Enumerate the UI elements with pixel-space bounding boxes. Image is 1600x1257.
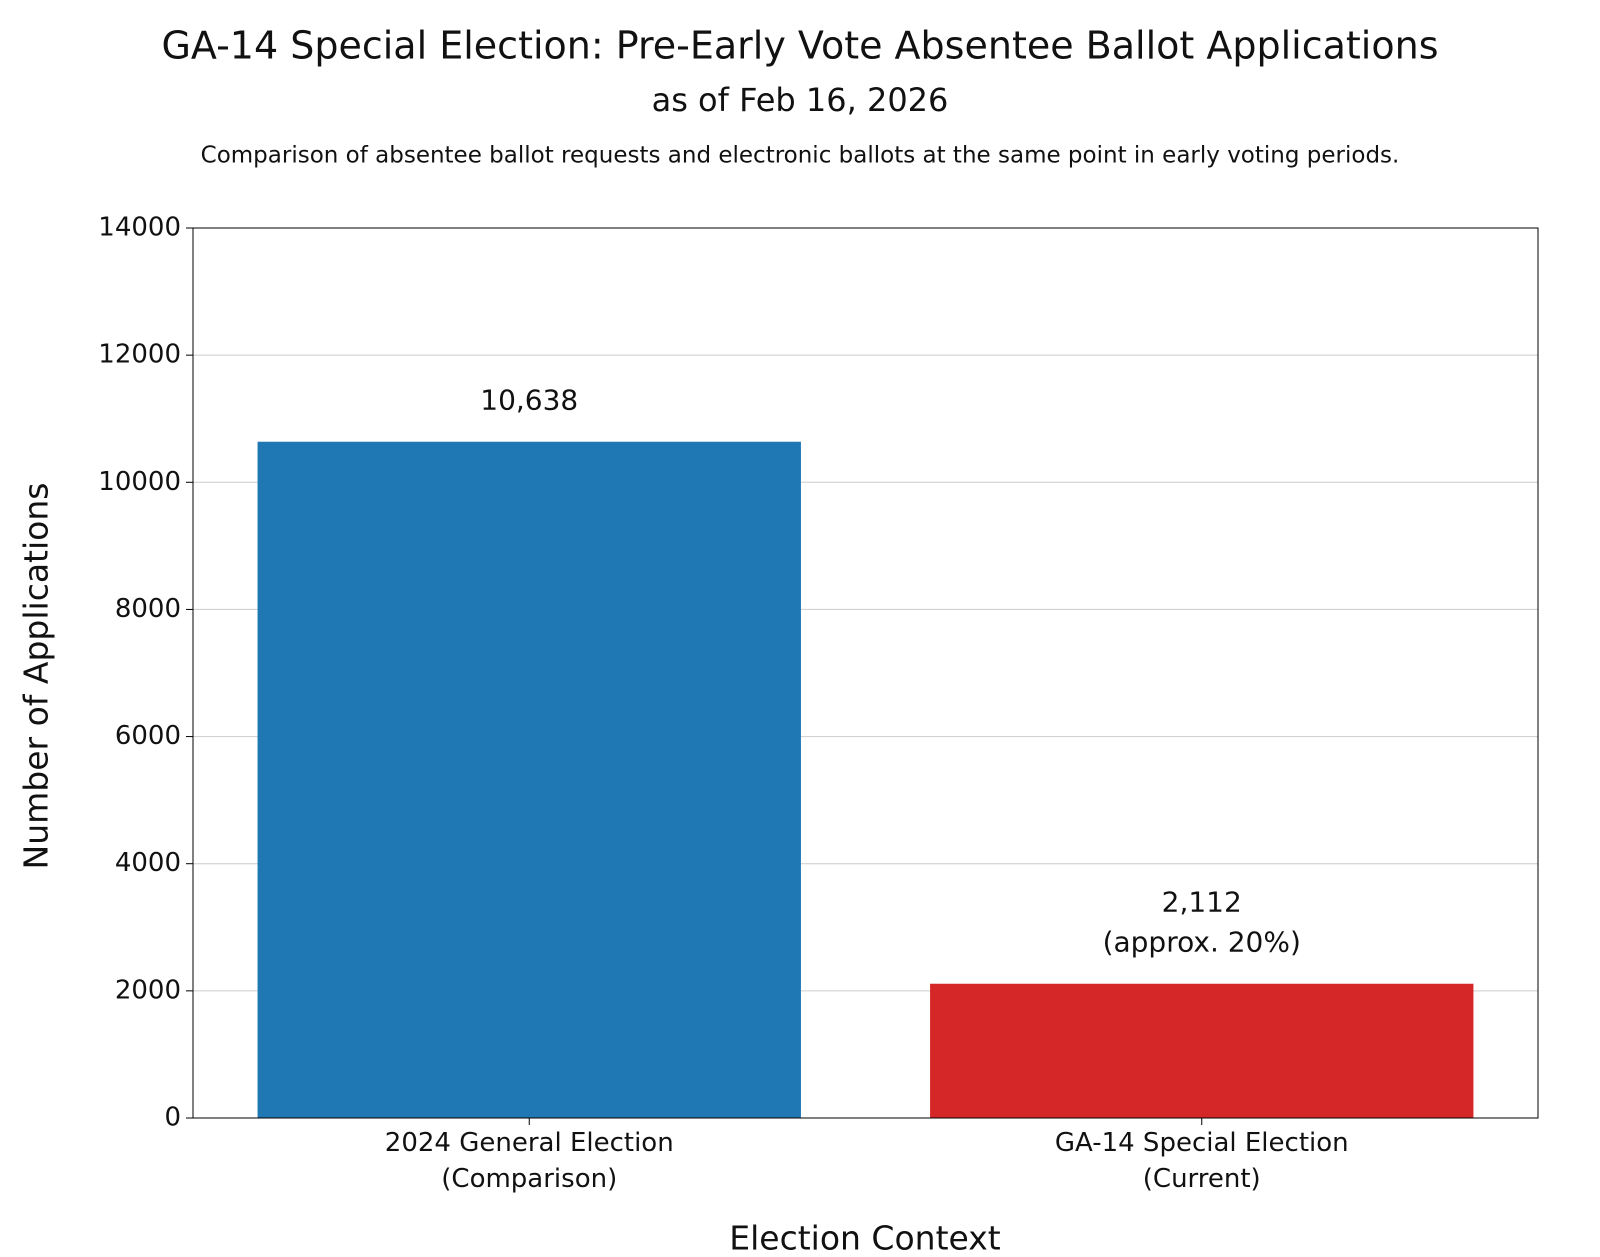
x-tick-label: GA-14 Special Election (Current)	[1055, 1128, 1349, 1194]
bar	[930, 983, 1474, 1118]
y-tick-label: 8000	[115, 594, 181, 624]
y-tick-label: 12000	[98, 340, 181, 370]
plot-frame	[192, 227, 1539, 1119]
chart-description: Comparison of absentee ballot requests a…	[201, 143, 1400, 169]
x-tick-label: 2024 General Election (Comparison)	[385, 1128, 674, 1194]
value-label: 10,638	[480, 384, 578, 417]
y-tick-label: 14000	[98, 213, 181, 243]
y-tick-label: 6000	[115, 721, 181, 751]
y-axis-label: Number of Applications	[17, 483, 56, 870]
y-tick-label: 10000	[98, 467, 181, 497]
bar	[257, 441, 801, 1118]
y-tick-label: 4000	[115, 848, 181, 878]
y-tick-label: 0	[164, 1103, 181, 1133]
y-tick-label: 2000	[115, 975, 181, 1005]
value-label: 2,112 (approx. 20%)	[1103, 886, 1301, 959]
chart-title: GA-14 Special Election: Pre-Early Vote A…	[161, 24, 1438, 68]
x-axis-label: Election Context	[729, 1219, 1001, 1257]
chart-subtitle: as of Feb 16, 2026	[652, 81, 949, 119]
